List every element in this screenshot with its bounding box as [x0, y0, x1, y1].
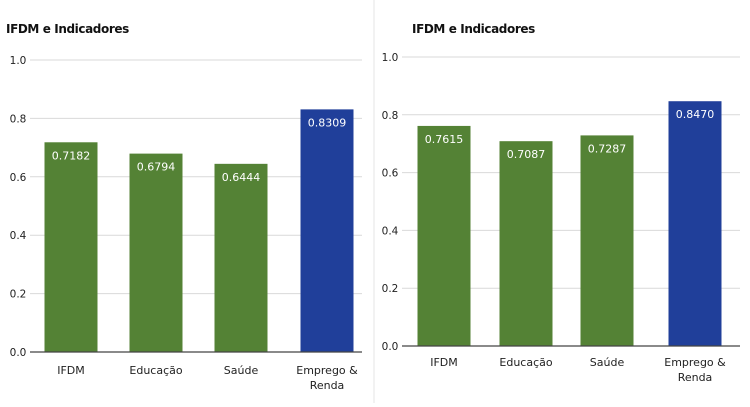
bar — [417, 125, 471, 346]
bar — [580, 135, 634, 346]
data-label: 0.7287 — [588, 142, 627, 155]
y-tick-label: 0.4 — [382, 225, 399, 237]
bar-chart: 0.0 0.2 0.4 0.6 0.8 1.0 0.7615 IFDM 0.7087 Educaç… — [382, 52, 740, 384]
panel-divider — [373, 0, 375, 403]
bar — [499, 141, 553, 346]
chart-panel-left: IFDM e Indicadores 0.0 0.2 0.4 0.6 0.8 1.0 0.7… — [0, 0, 370, 403]
y-tick-label: 0.6 — [10, 172, 27, 184]
x-tick-label: Emprego & — [296, 364, 358, 377]
data-label: 0.7615 — [425, 133, 464, 146]
data-label: 0.7087 — [507, 148, 546, 161]
y-tick-label: 0.2 — [10, 289, 27, 301]
x-tick-label: Saúde — [224, 364, 259, 377]
y-tick-label: 1.0 — [10, 55, 27, 67]
y-tick-label: 0.4 — [10, 230, 27, 242]
bar — [668, 101, 722, 346]
data-label: 0.8309 — [308, 116, 347, 129]
x-tick-label: Saúde — [590, 356, 625, 369]
x-tick-label: Educação — [499, 356, 552, 369]
x-tick-label: Renda — [310, 379, 345, 392]
x-tick-label: IFDM — [430, 356, 458, 369]
chart-title: IFDM e Indicadores — [6, 22, 129, 36]
data-label: 0.6794 — [137, 161, 176, 174]
x-tick-label: Emprego & — [664, 356, 726, 369]
y-tick-label: 0.0 — [382, 341, 399, 353]
chart-title: IFDM e Indicadores — [412, 22, 535, 36]
y-tick-label: 0.8 — [382, 110, 399, 122]
data-label: 0.8470 — [676, 108, 715, 121]
x-tick-label: Renda — [678, 371, 713, 384]
x-tick-label: IFDM — [57, 364, 85, 377]
bar — [300, 109, 354, 352]
bar — [44, 142, 98, 352]
data-label: 0.6444 — [222, 171, 261, 184]
bar — [214, 163, 268, 352]
bar — [129, 153, 183, 352]
y-tick-label: 0.8 — [10, 113, 27, 125]
y-tick-label: 1.0 — [382, 52, 399, 64]
y-tick-label: 0.2 — [382, 283, 399, 295]
x-tick-label: Educação — [129, 364, 182, 377]
bar-chart: 0.0 0.2 0.4 0.6 0.8 1.0 0.7182 IFDM 0.6794 Educaç… — [10, 55, 362, 392]
data-label: 0.7182 — [52, 149, 91, 162]
chart-panel-right: IFDM e Indicadores 0.0 0.2 0.4 0.6 0.8 1.0 0.7… — [378, 0, 748, 403]
y-tick-label: 0.0 — [10, 347, 27, 359]
y-tick-label: 0.6 — [382, 168, 399, 180]
